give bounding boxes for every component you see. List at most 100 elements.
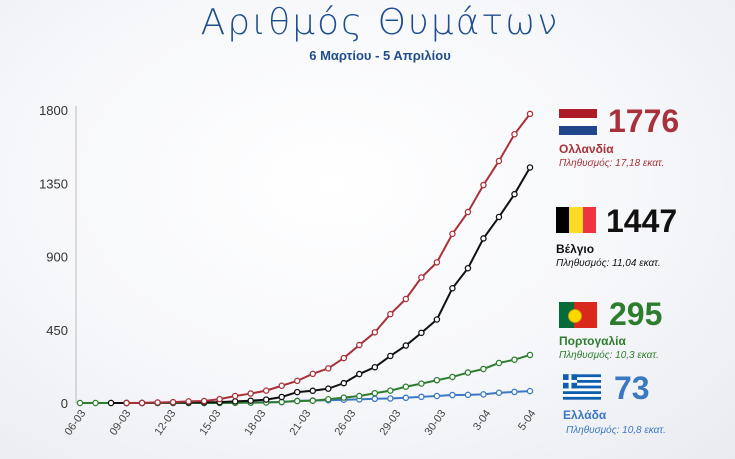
netherlands-data-point — [138, 399, 146, 407]
netherlands-data-point — [123, 399, 130, 407]
belgium-data-point — [231, 398, 239, 405]
belgium-data-point — [387, 352, 394, 360]
netherlands-data-point — [464, 208, 472, 216]
chart-subtitle: 6 Μαρτίου - 5 Απριλίου — [309, 48, 451, 63]
belgium-population: Πληθυσμός: 11,04 εκατ. — [556, 258, 661, 269]
belgium-series-line — [111, 166, 531, 404]
x-tick-label: 21-03 — [287, 408, 313, 438]
belgium-data-point — [278, 393, 285, 401]
portugal-data-point — [293, 397, 301, 405]
belgium-flag-icon — [556, 207, 596, 233]
greece-data-point — [495, 389, 503, 396]
portugal-data-point — [402, 383, 410, 390]
portugal-data-point — [340, 394, 348, 401]
netherlands-data-point — [278, 382, 285, 389]
netherlands-data-point — [293, 377, 301, 385]
x-tick-label: 15-03 — [197, 408, 223, 438]
netherlands-data-point — [511, 131, 518, 138]
portugal-data-point — [356, 392, 363, 400]
belgium-data-point — [325, 385, 332, 392]
greece-data-point — [449, 391, 456, 399]
belgium-value: 1447 — [606, 203, 678, 239]
portugal-population: Πληθυσμός: 10,3 εκατ. — [559, 350, 659, 361]
belgium-data-point — [449, 284, 456, 292]
greece-data-point — [418, 393, 425, 401]
portugal-data-point — [92, 399, 99, 407]
netherlands-data-point — [433, 259, 441, 266]
greece-data-point — [402, 394, 410, 402]
portugal-data-point — [418, 380, 425, 387]
netherlands-data-point — [262, 387, 270, 394]
netherlands-data-point — [418, 274, 425, 281]
belgium-data-point — [309, 387, 317, 395]
netherlands-data-point — [231, 392, 239, 400]
belgium-data-point — [356, 370, 363, 378]
greece-data-point — [433, 392, 441, 400]
x-tick-label: 30-03 — [422, 408, 448, 438]
netherlands-data-point — [371, 329, 379, 336]
netherlands-data-point — [480, 181, 487, 189]
portugal-data-point — [480, 365, 487, 373]
portugal-data-point — [449, 373, 456, 381]
belgium-data-point — [433, 316, 441, 323]
netherlands-data-point — [247, 390, 254, 397]
netherlands-data-point — [185, 398, 192, 405]
y-tick-label: 1800 — [39, 103, 68, 118]
greece-population: Πληθυσμός: 10,8 εκατ. — [566, 425, 666, 436]
netherlands-data-point — [169, 398, 177, 406]
netherlands-data-point — [495, 157, 503, 165]
belgium-data-point — [107, 399, 115, 407]
belgium-data-point — [511, 190, 518, 198]
netherlands-data-point — [154, 399, 161, 406]
netherlands-data-point — [340, 354, 348, 362]
belgium-label: Βέλγιο — [556, 242, 595, 256]
portugal-data-point — [309, 397, 317, 404]
belgium-data-point — [371, 363, 379, 371]
portugal-data-point — [387, 387, 394, 394]
belgium-data-point — [262, 396, 270, 403]
x-tick-label: 09-03 — [107, 408, 133, 438]
belgium-data-point — [402, 342, 410, 349]
portugal-data-point — [76, 399, 84, 407]
chart-axes: 0 450 900 1350 1800 06-03 09-03 12-03 15-03 18-03… — [39, 103, 538, 438]
netherlands-data-point — [387, 310, 394, 318]
belgium-data-point — [418, 329, 425, 337]
greece-data-point — [511, 388, 518, 396]
x-tick-label: 3-04 — [471, 408, 493, 433]
chart-title: Αριθμός Θυμάτων — [200, 2, 560, 43]
x-tick-label: 29-03 — [377, 408, 403, 438]
belgium-data-point — [464, 264, 472, 272]
netherlands-series-line — [126, 113, 531, 404]
portugal-flag-icon — [559, 302, 597, 328]
portugal-label: Πορτογαλία — [559, 334, 626, 348]
portugal-value: 295 — [609, 296, 663, 332]
netherlands-data-point — [526, 110, 534, 118]
belgium-data-point — [526, 164, 534, 171]
portugal-data-point — [325, 396, 332, 403]
portugal-data-point — [495, 359, 503, 367]
belgium-data-point — [247, 397, 254, 404]
y-tick-label: 900 — [46, 250, 68, 265]
y-tick-label: 1350 — [39, 176, 68, 191]
x-tick-label: 12-03 — [152, 408, 178, 438]
greece-data-point — [480, 391, 487, 398]
greece-flag-icon — [563, 374, 601, 400]
netherlands-population: Πληθυσμός: 17,18 εκατ. — [559, 158, 665, 169]
netherlands-data-point — [325, 365, 332, 372]
x-tick-label: 06-03 — [62, 408, 88, 438]
netherlands-value: 1776 — [608, 103, 680, 139]
netherlands-label: Ολλανδία — [559, 142, 614, 156]
netherlands-data-point — [356, 341, 363, 349]
netherlands-data-point — [200, 397, 208, 405]
belgium-data-point — [340, 379, 348, 387]
netherlands-data-point — [449, 230, 456, 238]
netherlands-data-point — [216, 395, 223, 403]
x-tick-label: 18-03 — [242, 408, 268, 438]
netherlands-data-point — [309, 370, 317, 378]
x-tick-label: 5-04 — [516, 408, 538, 433]
belgium-data-point — [480, 235, 487, 242]
portugal-data-point — [433, 376, 441, 384]
greece-value: 73 — [614, 370, 650, 406]
portugal-data-point — [526, 351, 534, 359]
